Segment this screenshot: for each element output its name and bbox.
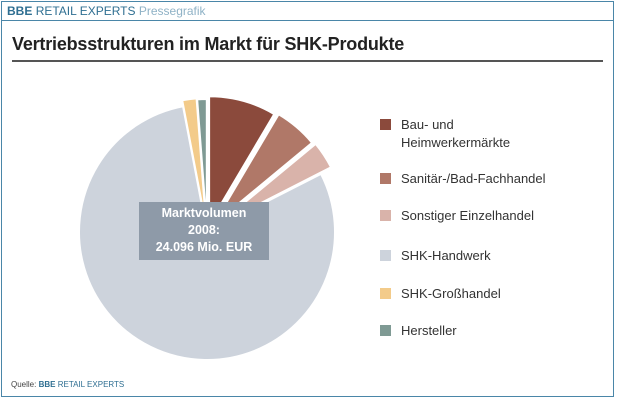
title-rule (12, 60, 603, 62)
legend-label: SHK-Handwerk (401, 248, 491, 263)
legend-item-grosshandel: SHK-Großhandel (380, 285, 501, 303)
source-note: Quelle: BBE RETAIL EXPERTS (11, 380, 124, 389)
market-volume-line3: 24.096 Mio. EUR (155, 240, 253, 254)
brand-regular: RETAIL EXPERTS (35, 4, 136, 18)
source-prefix: Quelle: (11, 380, 37, 389)
legend-label: Bau- und (401, 117, 454, 132)
legend-item-bau: Bau- und Heimwerkermärkte (380, 116, 510, 152)
market-volume-label: Marktvolumen 2008: 24.096 Mio. EUR (139, 202, 269, 260)
pie-slice-0 (208, 95, 276, 228)
source-brand-regular: RETAIL EXPERTS (57, 380, 125, 389)
legend-label-line2: Heimwerkermärkte (401, 135, 511, 150)
legend-label: Sonstiger Einzelhandel (401, 208, 534, 223)
market-volume-line1: Marktvolumen (161, 206, 247, 220)
chart-title: Vertriebsstrukturen im Markt für SHK-Pro… (12, 34, 405, 54)
legend-label: Sanitär-/Bad-Fachhandel (401, 171, 546, 186)
market-volume-line2: 2008: (188, 223, 220, 237)
legend-swatch (380, 173, 391, 184)
brand-logo: BBE RETAIL EXPERTS Pressegrafik (7, 4, 206, 18)
legend-item-hersteller: Hersteller (380, 322, 457, 340)
legend-item-sanitaer: Sanitär-/Bad-Fachhandel (380, 170, 546, 188)
brand-bold: BBE (7, 4, 33, 18)
source-brand-bold: BBE (38, 380, 56, 389)
legend-item-handwerk: SHK-Handwerk (380, 247, 491, 265)
legend-item-sonstiger: Sonstiger Einzelhandel (380, 207, 534, 225)
pie-slice-1 (212, 112, 314, 226)
brand-bar: BBE RETAIL EXPERTS Pressegrafik (2, 2, 613, 21)
legend-label: Hersteller (401, 323, 457, 338)
legend-swatch (380, 325, 391, 336)
legend-swatch (380, 119, 391, 130)
legend-label: SHK-Großhandel (401, 286, 501, 301)
pie-slice-5 (196, 98, 208, 228)
legend-swatch (380, 250, 391, 261)
brand-sub: Pressegrafik (138, 4, 206, 18)
legend-swatch (380, 210, 391, 221)
legend-swatch (380, 288, 391, 299)
